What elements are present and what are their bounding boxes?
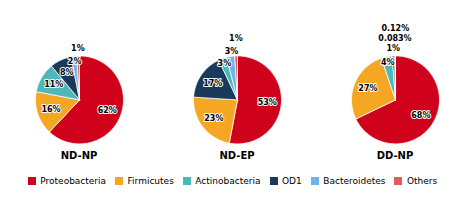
- svg-text:8%: 8%: [60, 68, 74, 77]
- html-text:OD1: OD1: [282, 175, 302, 186]
- svg-text:68%: 68%: [411, 111, 430, 120]
- html-text:ND-NP: ND-NP: [60, 150, 98, 161]
- svg-text:4%: 4%: [381, 58, 395, 67]
- svg-text:3%: 3%: [218, 59, 232, 68]
- svg-text:1%: 1%: [71, 44, 85, 53]
- html-text:ND-EP: ND-EP: [219, 150, 255, 161]
- html-text:Firmicutes: Firmicutes: [127, 175, 174, 186]
- svg-text:27%: 27%: [358, 84, 377, 93]
- svg-text:0.083%: 0.083%: [378, 34, 411, 43]
- svg-text:17%: 17%: [203, 79, 222, 88]
- html-text:DD-NP: DD-NP: [376, 150, 414, 161]
- svg-text:53%: 53%: [258, 98, 277, 107]
- svg-text:3%: 3%: [225, 47, 239, 56]
- html-text:Actinobacteria: Actinobacteria: [195, 175, 261, 186]
- svg-text:23%: 23%: [204, 114, 223, 123]
- svg-text:11%: 11%: [44, 80, 63, 89]
- svg-text:16%: 16%: [41, 105, 60, 114]
- html-text:Proteobacteria: Proteobacteria: [40, 175, 107, 186]
- svg-text:0.12%: 0.12%: [381, 24, 409, 33]
- html-text:Bacteroidetes: Bacteroidetes: [323, 175, 386, 186]
- svg-text:62%: 62%: [98, 106, 117, 115]
- html-text:Others: Others: [407, 175, 438, 186]
- svg-text:2%: 2%: [68, 57, 82, 66]
- svg-text:1%: 1%: [386, 44, 400, 53]
- svg-text:1%: 1%: [229, 34, 243, 43]
